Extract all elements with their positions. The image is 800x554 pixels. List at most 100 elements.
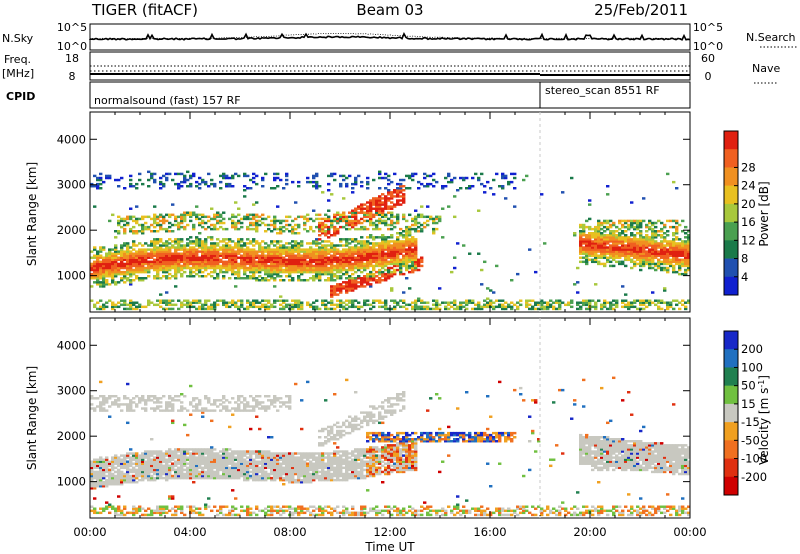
range-cell: [261, 252, 265, 255]
range-cell: [225, 260, 229, 264]
range-cell: [300, 264, 304, 268]
range-cell: [579, 248, 583, 251]
range-cell: [108, 272, 112, 276]
range-cell: [93, 485, 97, 488]
range-cell: [348, 174, 352, 178]
range-cell: [585, 234, 589, 237]
range-cell: [132, 466, 136, 470]
range-cell: [387, 307, 391, 311]
range-cell: [228, 238, 232, 241]
range-cell: [309, 258, 313, 262]
range-cell: [258, 215, 262, 219]
range-cell: [465, 301, 469, 304]
range-cell: [234, 301, 238, 304]
range-cell: [315, 242, 319, 245]
range-cell: [684, 244, 688, 247]
range-cell: [150, 262, 154, 266]
range-cell: [480, 307, 484, 311]
range-cell: [249, 223, 253, 227]
range-cell: [180, 476, 184, 480]
range-cell: [162, 509, 166, 513]
range-cell: [252, 262, 256, 266]
range-cell: [384, 256, 388, 259]
range-cell: [426, 215, 430, 219]
range-cell: [213, 264, 217, 268]
range-cell: [600, 256, 604, 259]
range-cell: [348, 227, 352, 231]
range-cell: [120, 260, 124, 264]
range-cell: [297, 305, 301, 309]
range-cell: [285, 223, 289, 227]
range-cell: [675, 250, 679, 253]
range-cell: [258, 301, 262, 304]
range-cell: [123, 227, 127, 231]
range-cell: [231, 223, 235, 227]
range-cell: [141, 464, 145, 468]
range-cell: [363, 248, 367, 251]
range-cell: [351, 283, 355, 286]
range-cell: [204, 460, 208, 463]
range-cell: [270, 268, 274, 272]
range-cell: [210, 466, 214, 470]
range-cell: [105, 458, 109, 461]
range-cell: [645, 250, 649, 253]
range-cell: [612, 256, 616, 259]
range-cell: [330, 299, 334, 302]
range-cell: [405, 258, 409, 262]
noise-sky-label: N.Sky: [2, 32, 34, 45]
range-cell: [402, 299, 406, 302]
range-cell: [303, 270, 307, 274]
range-cell: [105, 462, 109, 465]
range-cell: [336, 299, 340, 302]
range-cell: [456, 189, 460, 192]
range-cell: [168, 262, 172, 266]
range-cell: [393, 305, 397, 309]
range-cell: [405, 248, 409, 251]
range-cell: [246, 248, 250, 251]
range-cell: [372, 221, 376, 225]
range-cell: [204, 472, 208, 476]
range-cell: [672, 299, 676, 302]
range-cell: [207, 185, 211, 188]
range-cell: [474, 172, 478, 176]
range-cell: [180, 213, 184, 217]
range-cell: [105, 174, 109, 178]
range-cell: [108, 270, 112, 274]
range-cell: [201, 407, 205, 410]
range-cell: [333, 279, 337, 282]
range-cell: [252, 275, 256, 278]
range-cell: [285, 305, 289, 309]
range-cell: [189, 474, 193, 478]
range-cell: [210, 246, 214, 249]
range-cell: [387, 211, 391, 214]
range-cell: [618, 238, 622, 241]
range-cell: [609, 238, 613, 241]
range-cell: [102, 403, 106, 406]
range-cell: [366, 258, 370, 262]
range-cell: [639, 236, 643, 239]
range-cell: [303, 260, 307, 264]
range-cell: [579, 250, 583, 253]
range-cell: [414, 262, 418, 266]
range-cell: [384, 244, 388, 247]
range-cell: [120, 476, 124, 480]
range-cell: [105, 301, 109, 304]
range-cell: [612, 244, 616, 247]
range-cell: [411, 252, 415, 255]
range-cell: [609, 260, 613, 264]
range-cell: [618, 234, 622, 237]
range-cell: [141, 305, 145, 309]
range-cell: [189, 240, 193, 243]
range-cell: [291, 180, 295, 184]
range-cell: [162, 215, 166, 219]
range-cell: [399, 227, 403, 231]
range-cell: [342, 215, 346, 219]
range-cell: [588, 244, 592, 247]
range-cell: [162, 452, 166, 455]
range-cell: [174, 270, 178, 274]
range-cell: [273, 240, 277, 243]
range-cell: [579, 260, 583, 264]
range-cell: [678, 242, 682, 245]
range-cell: [189, 413, 193, 416]
